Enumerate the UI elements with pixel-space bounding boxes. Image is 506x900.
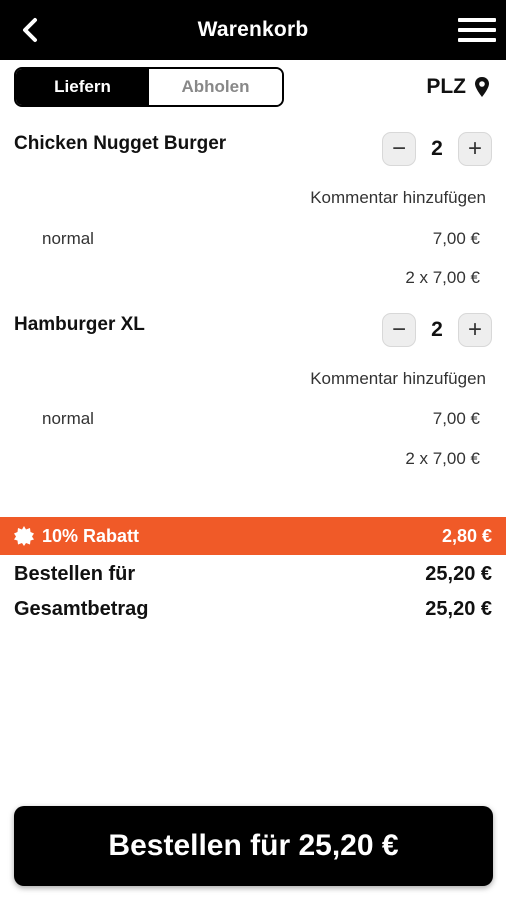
increase-quantity-button[interactable]: +: [458, 313, 492, 347]
badge-burst-icon: [14, 526, 34, 546]
quantity-value: 2: [431, 318, 443, 341]
hamburger-menu-icon: [458, 18, 496, 22]
checkout-button[interactable]: Bestellen für 25,20 €: [14, 806, 493, 886]
total-label: Gesamtbetrag: [14, 598, 149, 620]
discount-amount: 2,80 €: [441, 525, 492, 546]
quantity-stepper: − 2 +: [382, 313, 492, 347]
item-variant: normal: [42, 229, 94, 248]
add-comment-link[interactable]: Kommentar hinzufügen: [310, 369, 486, 388]
add-comment-link[interactable]: Kommentar hinzufügen: [310, 188, 486, 207]
postcode-button[interactable]: PLZ: [426, 72, 490, 102]
menu-button[interactable]: [458, 14, 496, 46]
quantity-stepper: − 2 +: [382, 132, 492, 166]
pickup-tab[interactable]: Abholen: [149, 69, 282, 105]
order-for-row: Bestellen für 25,20 €: [14, 563, 492, 586]
discount-label: 10% Rabatt: [42, 525, 140, 546]
decrease-quantity-button[interactable]: −: [382, 132, 416, 166]
item-unit-price: 7,00 €: [432, 229, 480, 248]
page-title: Warenkorb: [197, 18, 309, 41]
discount-banner: 10% Rabatt 2,80 €: [0, 517, 506, 555]
back-button[interactable]: [14, 14, 46, 46]
chevron-left-icon: [23, 18, 37, 42]
order-for-label: Bestellen für: [14, 563, 136, 585]
postcode-label: PLZ: [426, 75, 466, 98]
quantity-value: 2: [431, 137, 443, 160]
decrease-quantity-button[interactable]: −: [382, 313, 416, 347]
hamburger-menu-icon-line: [458, 28, 496, 32]
map-pin-icon: [475, 77, 489, 97]
total-value: 25,20 €: [425, 598, 492, 620]
item-unit-price: 7,00 €: [432, 409, 480, 428]
top-bar: Warenkorb: [0, 0, 506, 60]
total-row: Gesamtbetrag 25,20 €: [14, 598, 492, 621]
cart-item-name: Chicken Nugget Burger: [14, 133, 227, 154]
hamburger-menu-icon-line: [458, 38, 496, 42]
item-line-total: 2 x 7,00 €: [405, 449, 480, 468]
deliver-tab[interactable]: Liefern: [16, 69, 149, 105]
order-for-value: 25,20 €: [425, 563, 492, 585]
increase-quantity-button[interactable]: +: [458, 132, 492, 166]
delivery-toggle: Liefern Abholen: [14, 67, 284, 107]
item-line-total: 2 x 7,00 €: [405, 268, 480, 287]
item-variant: normal: [42, 409, 94, 428]
discount-label-group: 10% Rabatt: [14, 526, 139, 547]
cart-item-name: Hamburger XL: [14, 314, 145, 335]
